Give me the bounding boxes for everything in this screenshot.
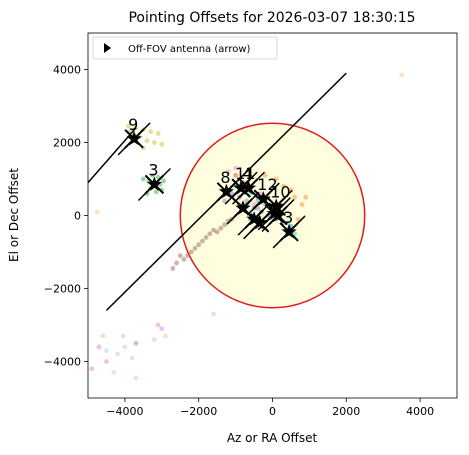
scatter-point xyxy=(153,189,159,195)
y-axis-label: El or Dec Offset xyxy=(7,168,21,262)
scatter-point xyxy=(233,172,239,178)
scatter-point xyxy=(299,202,305,207)
chart-title: Pointing Offsets for 2026-03-07 18:30:15 xyxy=(128,10,415,26)
scatter-point xyxy=(233,165,239,171)
scatter-point xyxy=(152,337,157,342)
scatter-point xyxy=(159,141,165,147)
scatter-point xyxy=(174,260,179,266)
scatter-point xyxy=(111,370,117,375)
scatter-point xyxy=(150,172,155,178)
scatter-point xyxy=(94,209,100,215)
antenna-marker: 4 xyxy=(231,164,266,205)
marker-label: 10 xyxy=(270,182,290,201)
scatter-point xyxy=(133,375,139,381)
antenna-marker: 9 xyxy=(117,115,151,156)
marker-label: 8 xyxy=(220,168,230,187)
x-ticks: −4000 −2000 0 2000 4000 xyxy=(106,398,434,418)
antenna-marker: 8 xyxy=(209,168,243,209)
scatter-point xyxy=(120,333,126,339)
legend-box xyxy=(92,36,278,60)
marker-cross xyxy=(144,174,165,195)
scatter-point xyxy=(222,198,227,204)
scatter-point xyxy=(133,340,139,346)
antenna-marker xyxy=(261,198,295,233)
scatter-point xyxy=(281,183,286,189)
antenna-marker: 3 xyxy=(137,160,171,202)
x-tick-label: 0 xyxy=(269,405,276,418)
scatter-point xyxy=(199,238,205,244)
scatter-point xyxy=(177,253,183,259)
scatter-point xyxy=(115,351,120,357)
scatter-point xyxy=(185,253,191,259)
marker-label: 4 xyxy=(243,164,253,183)
x-axis-label: Az or RA Offset xyxy=(227,431,318,445)
scatter-point xyxy=(104,359,109,364)
scatter-point xyxy=(262,172,268,178)
scatter-point xyxy=(218,225,224,231)
marker-cross xyxy=(124,129,144,149)
marker-label: 3 xyxy=(148,160,158,179)
scatter-point xyxy=(163,333,168,339)
marker-label: 9 xyxy=(128,115,138,134)
scatter-point xyxy=(303,194,309,200)
scatter-point xyxy=(188,249,194,255)
x-tick-label: −4000 xyxy=(106,405,143,418)
scatter-point xyxy=(144,138,150,144)
scatter-point xyxy=(214,229,220,235)
y-tick-label: −2000 xyxy=(44,283,81,296)
legend-entry-label: Off-FOV antenna (arrow) xyxy=(128,44,251,55)
scatter-point xyxy=(192,245,198,251)
scatter-point xyxy=(170,266,176,271)
marker-label: 12 xyxy=(257,175,277,194)
scatter-point xyxy=(155,322,161,328)
scatter-point xyxy=(211,227,216,233)
scatter-point xyxy=(211,311,216,317)
marker-cross xyxy=(238,178,259,198)
scatter-point xyxy=(292,194,298,200)
scatter-point xyxy=(196,242,202,248)
scatter-point xyxy=(148,129,154,134)
scatter-point xyxy=(181,256,187,262)
x-tick-label: 2000 xyxy=(332,405,360,418)
marker-cross xyxy=(279,222,299,242)
antenna-marker: 3 xyxy=(272,208,306,249)
scatter-point xyxy=(295,216,301,222)
scatter-point xyxy=(207,231,213,237)
scatter-point xyxy=(159,326,165,332)
y-ticks: −4000 −2000 0 2000 4000 xyxy=(44,64,88,369)
y-tick-label: 4000 xyxy=(53,64,81,77)
scatter-point xyxy=(100,333,106,339)
scatter-point xyxy=(122,344,128,350)
marker-cross xyxy=(231,178,251,198)
scatter-point xyxy=(96,344,102,350)
scatter-point xyxy=(203,235,209,240)
scatter-point xyxy=(399,72,405,78)
marker-cross xyxy=(268,205,288,226)
scatter-point xyxy=(140,176,146,182)
scatter-point xyxy=(152,140,157,145)
scatter-point xyxy=(104,348,109,353)
scatter-point xyxy=(126,123,131,129)
scatter-point xyxy=(129,355,135,361)
scatter-point xyxy=(273,176,279,182)
antenna-marker: 11 xyxy=(224,164,258,205)
scatter-point xyxy=(222,222,227,228)
y-tick-label: −4000 xyxy=(44,356,81,369)
scatter-point xyxy=(161,178,167,184)
scatter-point xyxy=(89,366,95,372)
marker-label: 11 xyxy=(235,164,255,183)
x-tick-label: 4000 xyxy=(406,405,434,418)
scatter-point xyxy=(225,169,231,175)
scatter-point xyxy=(155,130,161,136)
y-tick-label: 2000 xyxy=(53,137,81,150)
x-tick-label: −2000 xyxy=(180,405,217,418)
legend: Off-FOV antenna (arrow) xyxy=(92,36,278,60)
y-tick-label: 0 xyxy=(74,210,81,223)
legend-triangle-marker xyxy=(104,43,111,53)
marker-label: 3 xyxy=(283,208,293,227)
